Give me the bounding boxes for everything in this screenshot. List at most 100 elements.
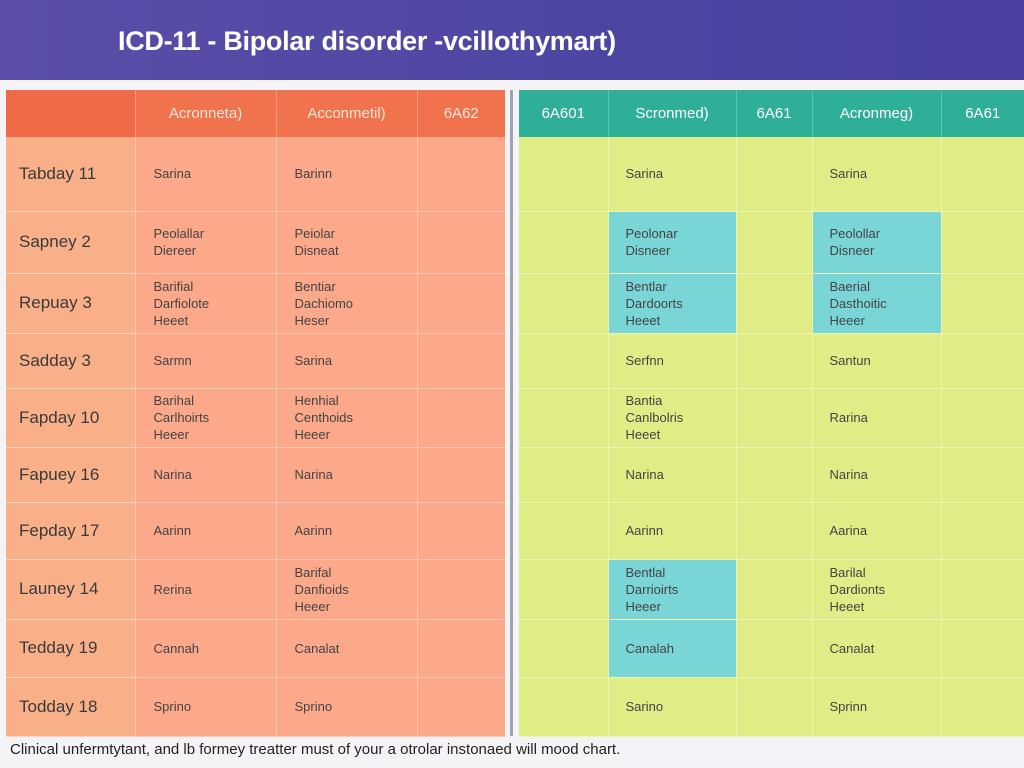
- table-cell[interactable]: Bantia Canlbolris Heeet: [607, 388, 736, 448]
- table-cell[interactable]: [940, 447, 1024, 503]
- table-cell[interactable]: Bentlar Dardoorts Heeet: [607, 273, 736, 334]
- table-cell[interactable]: [416, 273, 505, 334]
- column-header[interactable]: 6A61: [940, 90, 1024, 137]
- table-cell[interactable]: [416, 388, 505, 448]
- table-cell[interactable]: Santun: [811, 333, 941, 389]
- table-cell[interactable]: [940, 677, 1024, 737]
- table-cell[interactable]: Aarinn: [275, 502, 417, 560]
- table-cell[interactable]: Barifial Darfiolote Heeet: [134, 273, 276, 334]
- table-cell[interactable]: Cannah: [134, 619, 276, 678]
- table-row: Serfnn Santun: [519, 333, 1024, 389]
- table-cell[interactable]: [519, 273, 608, 334]
- column-header[interactable]: 6A61: [735, 90, 812, 137]
- table-cell[interactable]: Narina: [607, 447, 736, 503]
- table-cell[interactable]: Barihal Carlhoirts Heeer: [134, 388, 276, 448]
- table-cell[interactable]: Sarina: [275, 333, 417, 389]
- row-label: Launey 14: [6, 559, 135, 620]
- table-cell[interactable]: Narina: [134, 447, 276, 503]
- table-cell[interactable]: [519, 447, 608, 503]
- table-cell[interactable]: [940, 388, 1024, 448]
- table-cell[interactable]: [416, 619, 505, 678]
- table-cell[interactable]: Narina: [811, 447, 941, 503]
- table-cell[interactable]: [735, 333, 812, 389]
- table-cell[interactable]: [940, 559, 1024, 620]
- table-cell[interactable]: Rarina: [811, 388, 941, 448]
- column-header[interactable]: Acconmetil): [275, 90, 417, 137]
- table-cell[interactable]: [519, 502, 608, 560]
- table-cell[interactable]: [735, 677, 812, 737]
- table-cell[interactable]: [735, 388, 812, 448]
- table-cell[interactable]: [416, 211, 505, 274]
- table-cell[interactable]: [519, 137, 608, 212]
- table-cell[interactable]: [940, 273, 1024, 334]
- table-cell[interactable]: Peolollar Disneer: [811, 211, 941, 274]
- table-cell[interactable]: Barinn: [275, 137, 417, 212]
- table-cell[interactable]: Sprino: [134, 677, 276, 737]
- table-cell[interactable]: Sarina: [607, 137, 736, 212]
- table-cell[interactable]: [940, 333, 1024, 389]
- row-label: Todday 18: [6, 677, 135, 737]
- table-row: Sarino Sprinn: [519, 677, 1024, 737]
- table-cell[interactable]: [735, 273, 812, 334]
- table-cell[interactable]: Narina: [275, 447, 417, 503]
- table-cell[interactable]: [940, 619, 1024, 678]
- table-cell[interactable]: Bentiar Dachiomo Heser: [275, 273, 417, 334]
- table-cell[interactable]: Sprinn: [811, 677, 941, 737]
- table-cell[interactable]: [519, 333, 608, 389]
- table-cell[interactable]: Rerina: [134, 559, 276, 620]
- table-cell[interactable]: Peolonar Disneer: [607, 211, 736, 274]
- table-cell[interactable]: [519, 559, 608, 620]
- panel-divider: [510, 90, 513, 736]
- column-header[interactable]: 6A62: [416, 90, 505, 137]
- table-cell[interactable]: Peiolar Disneat: [275, 211, 417, 274]
- column-header[interactable]: Acronneta): [134, 90, 276, 137]
- table-cell[interactable]: Bentlal Darrioirts Heeer: [607, 559, 736, 620]
- table-cell[interactable]: Canalat: [275, 619, 417, 678]
- table-cell[interactable]: [940, 211, 1024, 274]
- table-cell[interactable]: [940, 137, 1024, 212]
- table-row: Aarinn Aarina: [519, 502, 1024, 560]
- table-cell[interactable]: [416, 137, 505, 212]
- table-cell[interactable]: Barilal Dardionts Heeet: [811, 559, 941, 620]
- table-cell[interactable]: [416, 333, 505, 389]
- column-header[interactable]: 6A601: [519, 90, 608, 137]
- table-cell[interactable]: [416, 677, 505, 737]
- row-label: Tabday 11: [6, 137, 135, 212]
- table-cell[interactable]: Sarina: [134, 137, 276, 212]
- table-cell[interactable]: [735, 211, 812, 274]
- column-header[interactable]: Scronmed): [607, 90, 736, 137]
- column-header[interactable]: Acronmeg): [811, 90, 941, 137]
- table-cell[interactable]: [735, 619, 812, 678]
- table-cell[interactable]: Aarinn: [607, 502, 736, 560]
- table-cell[interactable]: [735, 559, 812, 620]
- table-cell[interactable]: [735, 447, 812, 503]
- table-cell[interactable]: Aarina: [811, 502, 941, 560]
- table-cell[interactable]: [735, 502, 812, 560]
- table-cell[interactable]: Serfnn: [607, 333, 736, 389]
- table-cell[interactable]: Canalat: [811, 619, 941, 678]
- table-cell[interactable]: Canalah: [607, 619, 736, 678]
- table-cell[interactable]: [416, 502, 505, 560]
- table-cell[interactable]: [519, 211, 608, 274]
- table-cell[interactable]: [416, 559, 505, 620]
- table-cell[interactable]: [416, 447, 505, 503]
- table-row: Fapuey 16 Narina Narina: [6, 447, 505, 503]
- table-cell[interactable]: Henhial Centhoids Heeer: [275, 388, 417, 448]
- table-cell[interactable]: Barifal Danfioids Heeer: [275, 559, 417, 620]
- table-cell[interactable]: [735, 137, 812, 212]
- table-cell[interactable]: [519, 388, 608, 448]
- table-cell[interactable]: Sarina: [811, 137, 941, 212]
- table-cell[interactable]: Aarinn: [134, 502, 276, 560]
- table-row: Canalah Canalat: [519, 619, 1024, 678]
- table-cell[interactable]: [519, 677, 608, 737]
- table-cell[interactable]: [940, 502, 1024, 560]
- row-label: Tedday 19: [6, 619, 135, 678]
- row-label: Fapday 10: [6, 388, 135, 448]
- table-cell[interactable]: Sarmn: [134, 333, 276, 389]
- table-cell[interactable]: Sprino: [275, 677, 417, 737]
- table-cell[interactable]: Baerial Dasthoitic Heeer: [811, 273, 941, 334]
- table-row: Narina Narina: [519, 447, 1024, 503]
- table-cell[interactable]: [519, 619, 608, 678]
- table-cell[interactable]: Peolallar Diereer: [134, 211, 276, 274]
- table-cell[interactable]: Sarino: [607, 677, 736, 737]
